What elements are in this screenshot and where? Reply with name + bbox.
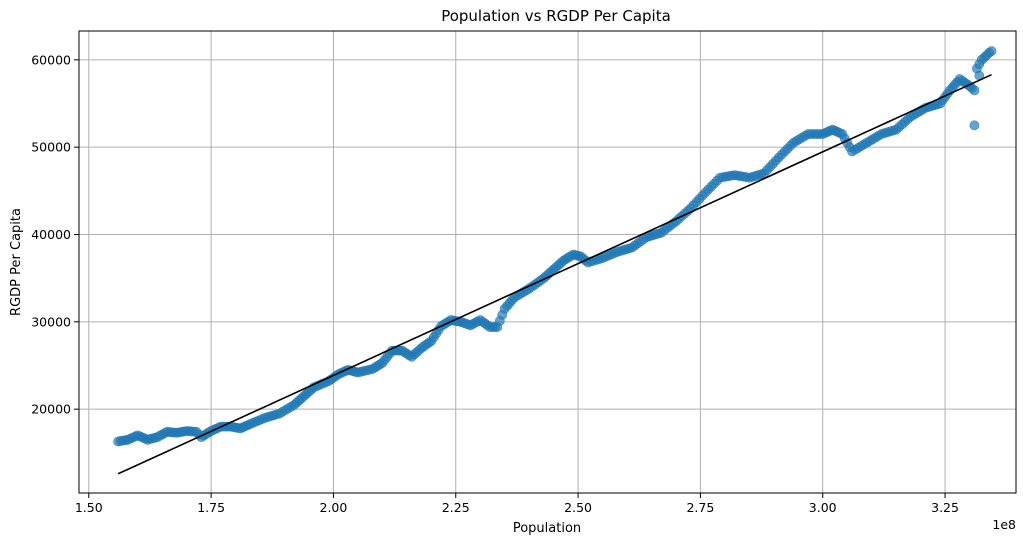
data-point [986,46,997,56]
y-axis-label: RGDP Per Capita [9,208,24,316]
y-tick-label: 50000 [31,140,71,155]
x-tick-label: 3.00 [809,500,837,515]
x-tick-label: 2.75 [686,500,714,515]
grid-layer [79,31,1016,493]
y-tick-label: 40000 [31,227,71,242]
x-tick-label: 1.50 [75,500,103,515]
y-tick-label: 60000 [31,52,71,67]
x-offset-label: 1e8 [992,517,1016,532]
trend-line [117,73,992,475]
trend-layer [117,73,992,475]
chart-title: Population vs RGDP Per Capita [441,7,671,25]
x-tick-label: 2.00 [320,500,348,515]
x-tick-label: 2.50 [564,500,592,515]
x-axis-label: Population [513,521,581,536]
x-tick-label: 2.25 [442,500,470,515]
ticks-layer: 1.50 1.75 2.00 2.25 2.50 2.75 3.00 3.25 20000 300… [31,52,959,515]
y-tick-label: 20000 [31,402,71,417]
data-point [969,85,980,96]
data-point [969,120,980,131]
x-tick-label: 1.75 [197,500,225,515]
points-layer [113,46,997,447]
plot-frame [78,30,1017,494]
y-tick-label: 30000 [31,314,71,329]
x-tick-label: 3.25 [931,500,959,515]
